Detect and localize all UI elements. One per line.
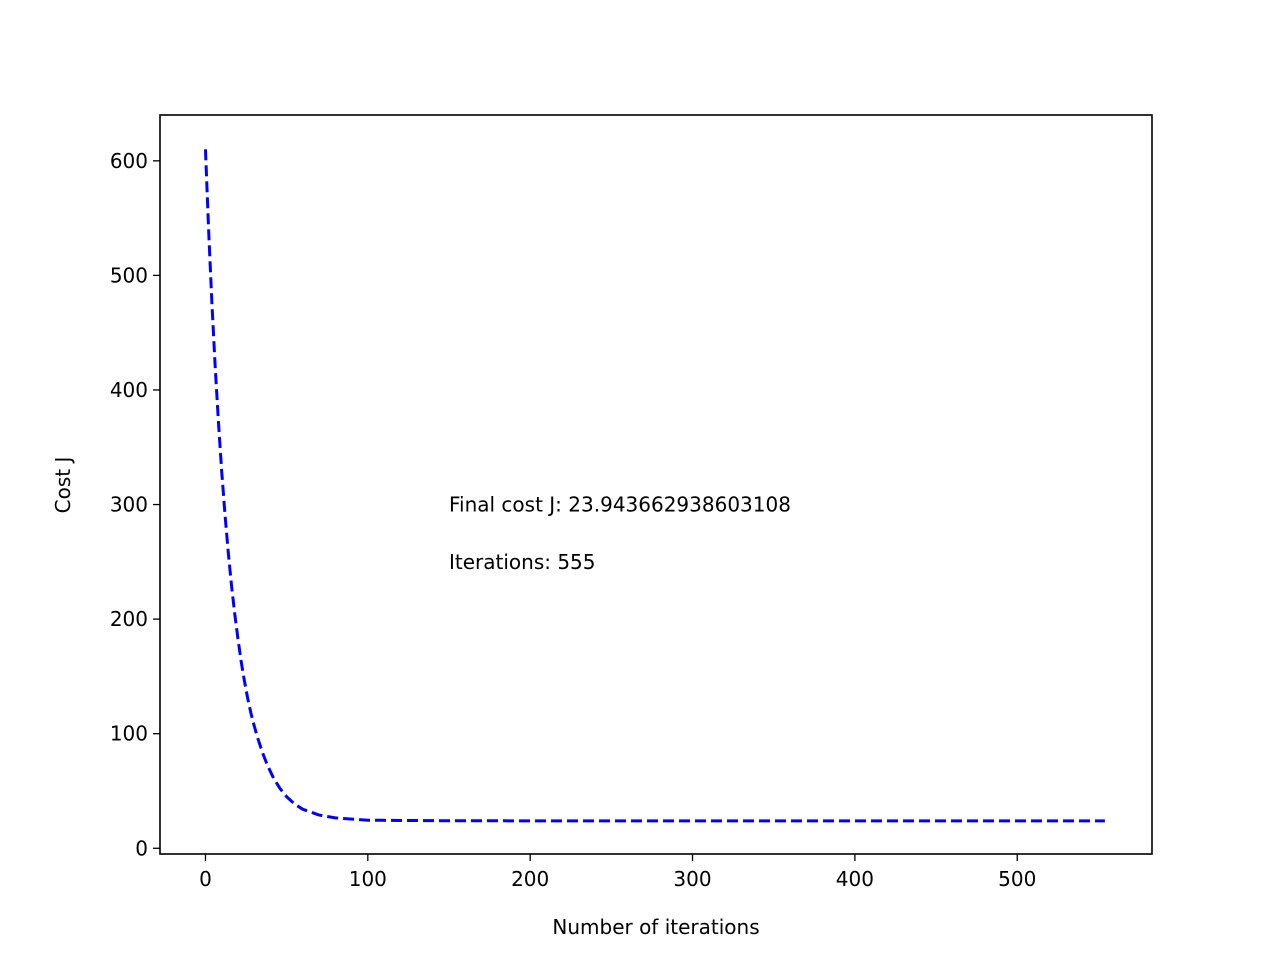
x-tick-label: 0 bbox=[199, 867, 212, 891]
y-tick-label: 300 bbox=[110, 493, 148, 517]
annotations: Final cost J: 23.943662938603108 Iteratio… bbox=[449, 493, 791, 574]
y-tick-label: 400 bbox=[110, 378, 148, 402]
y-tick-label: 100 bbox=[110, 722, 148, 746]
y-tick-label: 500 bbox=[110, 263, 148, 287]
y-axis-label: Cost J bbox=[51, 457, 75, 514]
x-tick-label: 100 bbox=[349, 867, 387, 891]
y-tick-label: 200 bbox=[110, 607, 148, 631]
x-axis-ticks: 0 100 200 300 400 500 bbox=[199, 854, 1036, 891]
x-tick-label: 300 bbox=[673, 867, 711, 891]
plot-area bbox=[159, 114, 1153, 855]
axes-frame bbox=[159, 114, 1153, 855]
x-tick-label: 400 bbox=[836, 867, 874, 891]
x-axis-label: Number of iterations bbox=[552, 915, 759, 939]
series-line-0 bbox=[203, 149, 1105, 823]
y-tick-label: 600 bbox=[110, 149, 148, 173]
y-tick-label: 0 bbox=[135, 836, 148, 860]
annotation-0: Final cost J: 23.943662938603108 bbox=[449, 493, 791, 517]
x-tick-label: 200 bbox=[511, 867, 549, 891]
y-axis-ticks: 0 100 200 300 400 500 600 bbox=[110, 149, 160, 860]
x-tick-label: 500 bbox=[998, 867, 1036, 891]
annotation-1: Iterations: 555 bbox=[449, 550, 596, 574]
